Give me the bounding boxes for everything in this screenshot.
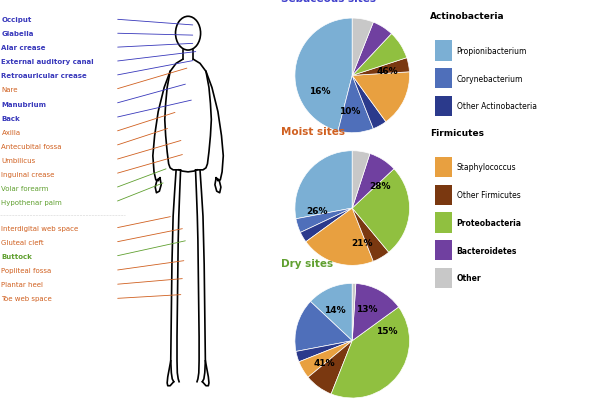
Text: Interdigital web space: Interdigital web space — [2, 226, 79, 231]
FancyBboxPatch shape — [435, 240, 451, 261]
FancyBboxPatch shape — [435, 41, 451, 61]
Text: External auditory canal: External auditory canal — [2, 59, 94, 65]
Wedge shape — [306, 209, 373, 266]
Text: 14%: 14% — [324, 305, 346, 314]
Wedge shape — [352, 59, 410, 76]
Wedge shape — [295, 19, 352, 132]
Text: Buttock: Buttock — [2, 254, 32, 259]
FancyBboxPatch shape — [435, 97, 451, 117]
Text: Bacteroidetes: Bacteroidetes — [457, 246, 517, 255]
Wedge shape — [296, 341, 352, 362]
Wedge shape — [310, 284, 352, 341]
Text: Sebaceous sites: Sebaceous sites — [281, 0, 376, 4]
Text: Corynebacterium: Corynebacterium — [457, 75, 523, 83]
Text: Hypothenar palm: Hypothenar palm — [2, 200, 62, 205]
Text: Back: Back — [2, 115, 20, 121]
Text: Firmicutes: Firmicutes — [430, 128, 484, 137]
Wedge shape — [352, 76, 386, 130]
Text: 13%: 13% — [356, 304, 377, 313]
Wedge shape — [299, 341, 352, 377]
Text: Occiput: Occiput — [2, 17, 32, 23]
Wedge shape — [338, 76, 373, 134]
Text: Nare: Nare — [2, 87, 18, 93]
Wedge shape — [295, 302, 352, 352]
Text: Moist sites: Moist sites — [281, 126, 344, 136]
Wedge shape — [352, 151, 370, 209]
FancyBboxPatch shape — [435, 213, 451, 233]
Text: 15%: 15% — [376, 326, 397, 336]
Text: Propionibacterium: Propionibacterium — [457, 47, 527, 56]
Wedge shape — [296, 209, 352, 233]
Wedge shape — [352, 154, 394, 209]
Text: Proteobacteria: Proteobacteria — [457, 219, 522, 227]
Text: Antecubital fossa: Antecubital fossa — [2, 144, 62, 149]
Text: Actinobacteria: Actinobacteria — [430, 12, 504, 21]
FancyBboxPatch shape — [435, 268, 451, 288]
Wedge shape — [352, 284, 356, 341]
Text: Dry sites: Dry sites — [281, 259, 333, 269]
Text: Volar forearm: Volar forearm — [2, 186, 49, 191]
Wedge shape — [300, 209, 352, 242]
Wedge shape — [352, 34, 407, 76]
Text: Glabella: Glabella — [2, 31, 34, 37]
FancyBboxPatch shape — [435, 157, 451, 178]
Text: Alar crease: Alar crease — [2, 45, 46, 51]
Wedge shape — [352, 19, 373, 76]
Text: Other Actinobacteria: Other Actinobacteria — [457, 102, 537, 111]
Text: Umbilicus: Umbilicus — [2, 158, 36, 163]
Wedge shape — [352, 23, 392, 76]
Text: Axilla: Axilla — [2, 130, 21, 135]
Wedge shape — [352, 209, 389, 262]
Text: 41%: 41% — [313, 358, 335, 367]
Text: Other: Other — [457, 274, 481, 283]
Text: 26%: 26% — [306, 206, 328, 215]
Wedge shape — [308, 341, 352, 394]
Text: Gluteal cleft: Gluteal cleft — [2, 240, 44, 245]
Text: Other Firmicutes: Other Firmicutes — [457, 191, 521, 200]
Text: Manubrium: Manubrium — [2, 101, 47, 107]
Wedge shape — [295, 151, 352, 219]
Text: 46%: 46% — [377, 67, 398, 76]
Wedge shape — [352, 284, 399, 341]
Text: 16%: 16% — [309, 87, 331, 96]
FancyBboxPatch shape — [435, 185, 451, 205]
Text: Retroauricular crease: Retroauricular crease — [2, 73, 87, 79]
Text: Toe web space: Toe web space — [2, 296, 53, 302]
FancyBboxPatch shape — [435, 69, 451, 89]
Text: Inguinal crease: Inguinal crease — [2, 172, 55, 177]
Wedge shape — [352, 73, 410, 122]
Wedge shape — [352, 169, 410, 253]
Text: 21%: 21% — [352, 238, 373, 247]
Text: 10%: 10% — [339, 107, 361, 116]
Text: Popliteal fossa: Popliteal fossa — [2, 268, 52, 273]
Wedge shape — [331, 307, 410, 398]
Text: Plantar heel: Plantar heel — [2, 282, 44, 288]
Text: Staphylococcus: Staphylococcus — [457, 163, 516, 172]
Text: 28%: 28% — [369, 181, 390, 190]
